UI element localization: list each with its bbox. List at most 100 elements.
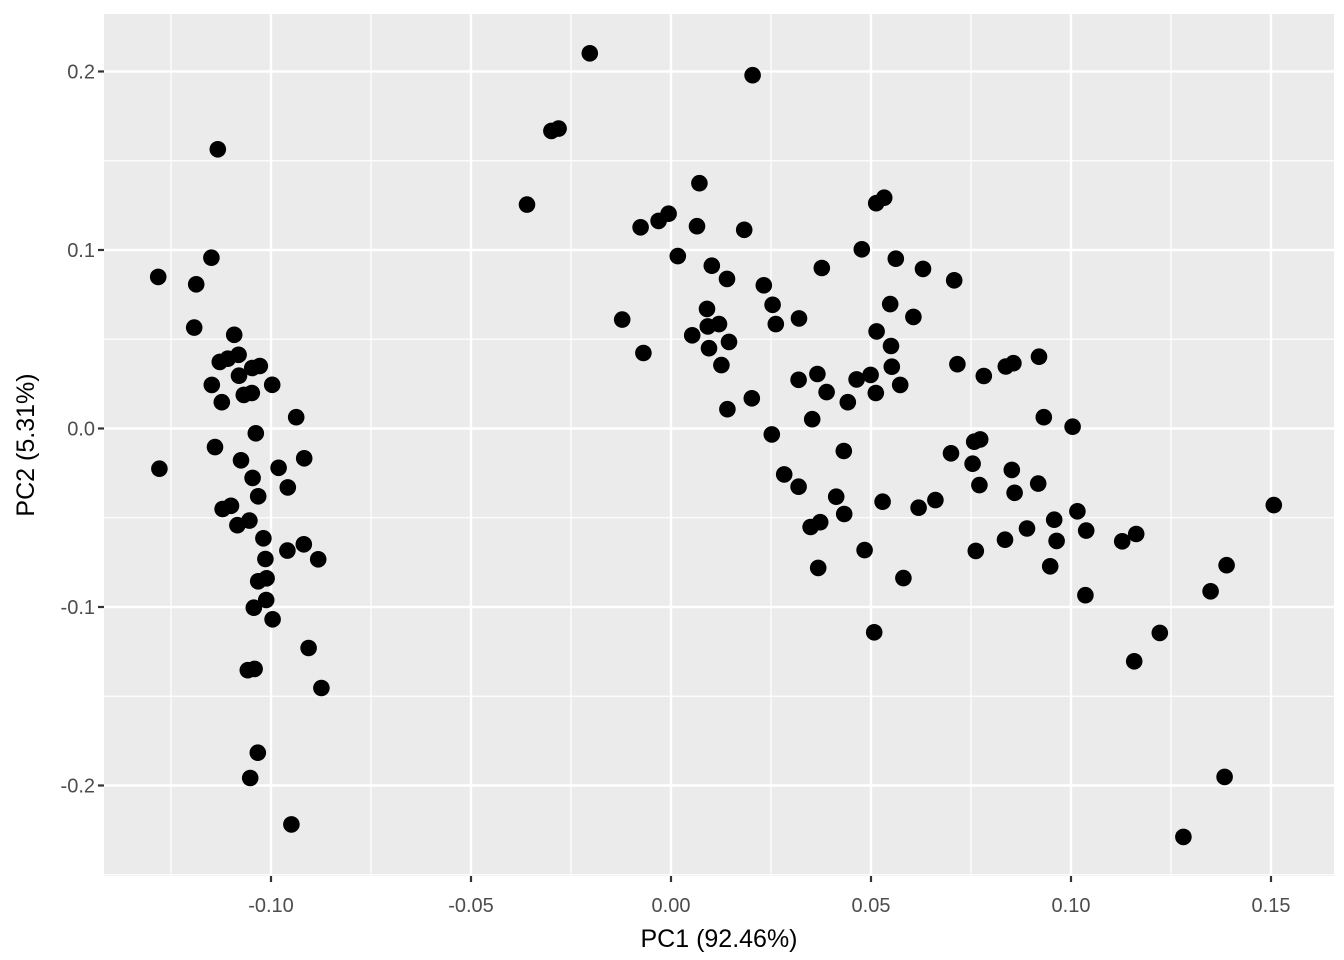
- data-point: [964, 455, 981, 473]
- data-point: [1006, 484, 1023, 502]
- data-point: [309, 551, 327, 568]
- data-point: [249, 744, 267, 761]
- data-point: [1175, 828, 1192, 846]
- data-point: [222, 497, 240, 515]
- data-point: [1069, 503, 1086, 520]
- data-point: [1265, 496, 1283, 514]
- data-point: [249, 488, 267, 505]
- data-point: [230, 367, 248, 385]
- y-axis-title: PC2 (5.31%): [12, 373, 40, 516]
- data-point: [635, 344, 652, 362]
- y-axis-tick-label: -0.2: [61, 775, 95, 797]
- data-point: [246, 660, 263, 678]
- data-points: [149, 45, 1283, 846]
- data-point: [720, 333, 738, 351]
- data-point: [247, 425, 265, 442]
- data-point: [827, 488, 845, 506]
- y-axis-tick-label: 0.0: [67, 418, 95, 440]
- data-point: [149, 268, 167, 286]
- data-point: [813, 259, 831, 277]
- data-point: [867, 384, 885, 402]
- data-point: [241, 512, 258, 529]
- data-point: [203, 249, 220, 266]
- data-point: [1029, 475, 1047, 492]
- data-point: [232, 452, 250, 469]
- data-point: [698, 300, 716, 318]
- data-point: [790, 478, 807, 496]
- data-point: [1045, 511, 1063, 528]
- data-point: [835, 442, 853, 460]
- data-point: [1018, 520, 1036, 537]
- data-point: [881, 295, 899, 313]
- data-point: [251, 357, 269, 375]
- data-point: [257, 550, 274, 568]
- data-point: [713, 356, 730, 374]
- data-point: [669, 247, 687, 265]
- x-axis-tick-label: 0.05: [852, 895, 891, 917]
- x-axis-tick-label: -0.10: [248, 895, 294, 917]
- data-point: [1035, 408, 1053, 426]
- data-point: [243, 384, 261, 402]
- data-point: [853, 241, 871, 258]
- data-point: [257, 591, 275, 609]
- data-point: [790, 310, 808, 327]
- data-point: [244, 469, 261, 487]
- data-point: [518, 196, 536, 213]
- data-point: [718, 270, 736, 288]
- data-point: [1202, 583, 1219, 600]
- axis-tick-labels: -0.10 -0.05 0.00 0.05 0.10 0.15 -0.2 -0.1 0.0 0.1…: [61, 61, 1291, 917]
- data-point: [660, 205, 677, 222]
- data-point: [613, 311, 631, 328]
- data-point: [811, 513, 829, 531]
- data-point: [209, 141, 227, 158]
- data-point: [241, 769, 259, 787]
- x-axis-tick-label: 0.15: [1252, 895, 1291, 917]
- x-axis-tick-label: -0.05: [448, 895, 494, 917]
- y-axis-tick-label: 0.2: [67, 61, 95, 83]
- data-point: [865, 624, 883, 641]
- data-point: [203, 376, 221, 394]
- data-point: [775, 466, 793, 483]
- data-point: [949, 355, 966, 373]
- data-point: [283, 816, 300, 833]
- data-point: [225, 326, 243, 344]
- data-point: [245, 599, 263, 616]
- data-point: [887, 250, 905, 267]
- data-point: [255, 530, 272, 547]
- data-point: [187, 276, 205, 293]
- data-point: [710, 315, 728, 333]
- data-point: [1127, 525, 1145, 543]
- data-point: [270, 459, 287, 477]
- data-point: [1113, 533, 1131, 550]
- data-point: [874, 493, 891, 511]
- data-point: [767, 315, 785, 333]
- axis-ticks: [98, 70, 1273, 882]
- data-point: [287, 408, 305, 426]
- data-point: [295, 536, 313, 553]
- data-point: [263, 376, 281, 394]
- data-point: [300, 639, 317, 657]
- data-point: [809, 559, 827, 577]
- data-point: [975, 367, 993, 385]
- data-point: [809, 365, 826, 383]
- data-point: [550, 120, 567, 137]
- data-point: [1041, 558, 1059, 575]
- data-point: [295, 450, 313, 467]
- data-point: [688, 217, 706, 235]
- x-axis-tick-label: 0.00: [652, 895, 691, 917]
- x-axis-title: PC1 (92.46%): [640, 925, 797, 953]
- y-axis-tick-label: -0.1: [61, 597, 95, 619]
- x-axis-tick-label: 0.10: [1052, 895, 1091, 917]
- data-point: [691, 174, 708, 192]
- data-point: [875, 189, 893, 206]
- data-point: [151, 460, 168, 478]
- data-point: [848, 371, 865, 388]
- data-point: [703, 257, 721, 275]
- data-point: [862, 366, 879, 384]
- data-point: [856, 541, 873, 559]
- data-point: [927, 491, 944, 509]
- data-point: [313, 679, 330, 697]
- data-point: [1218, 556, 1235, 574]
- data-point: [1005, 354, 1022, 372]
